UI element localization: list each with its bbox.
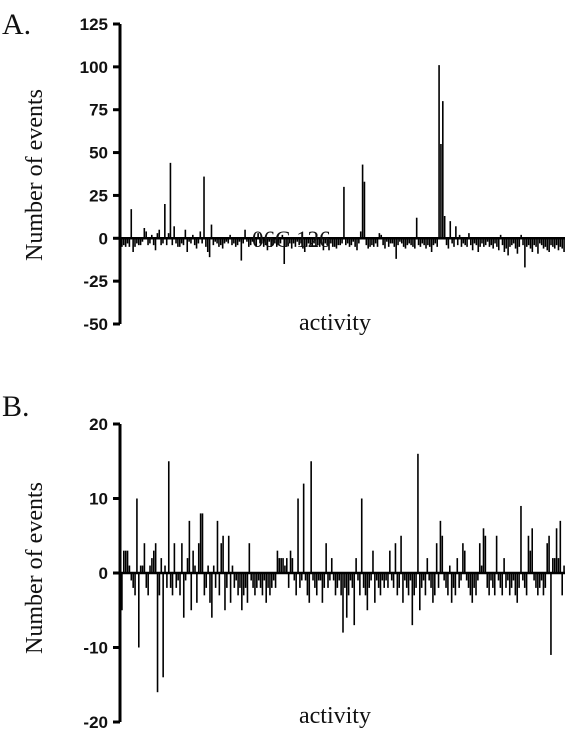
panel-b-bars xyxy=(121,453,565,693)
y-tick-label: -25 xyxy=(83,272,108,291)
y-tick-label: 25 xyxy=(89,186,108,205)
y-tick-label: -50 xyxy=(83,315,108,334)
y-tick-label: 50 xyxy=(89,144,108,163)
panel-a-y-ticks: -50 -25 0 25 50 75 100 125 xyxy=(80,15,120,334)
y-tick-label: 10 xyxy=(89,490,108,509)
y-tick-label: 20 xyxy=(89,415,108,434)
y-tick-label: 100 xyxy=(80,58,108,77)
y-tick-label: 75 xyxy=(89,101,108,120)
y-tick-label: 0 xyxy=(99,229,108,248)
panel-a: A. Number of events activity -50 -25 0 25 50… xyxy=(2,8,565,336)
panel-b: B. Number of events activity -20 -10 0 10 20 xyxy=(2,390,565,732)
panel-a-x-axis-title: activity xyxy=(299,310,371,336)
panel-a-annotation: 06C 126 xyxy=(252,227,331,252)
y-tick-label: -10 xyxy=(83,639,108,658)
y-tick-label: -20 xyxy=(83,713,108,732)
panel-b-x-axis-title: activity xyxy=(299,703,371,729)
panel-a-y-axis-title: Number of events xyxy=(22,89,48,261)
panel-a-letter: A. xyxy=(2,8,31,41)
panel-a-bars xyxy=(121,65,565,268)
y-tick-label: 0 xyxy=(99,564,108,583)
panel-b-letter: B. xyxy=(2,390,30,423)
panel-b-y-ticks: -20 -10 0 10 20 xyxy=(83,415,120,732)
panel-b-y-axis-title: Number of events xyxy=(22,482,48,654)
y-tick-label: 125 xyxy=(80,15,108,34)
